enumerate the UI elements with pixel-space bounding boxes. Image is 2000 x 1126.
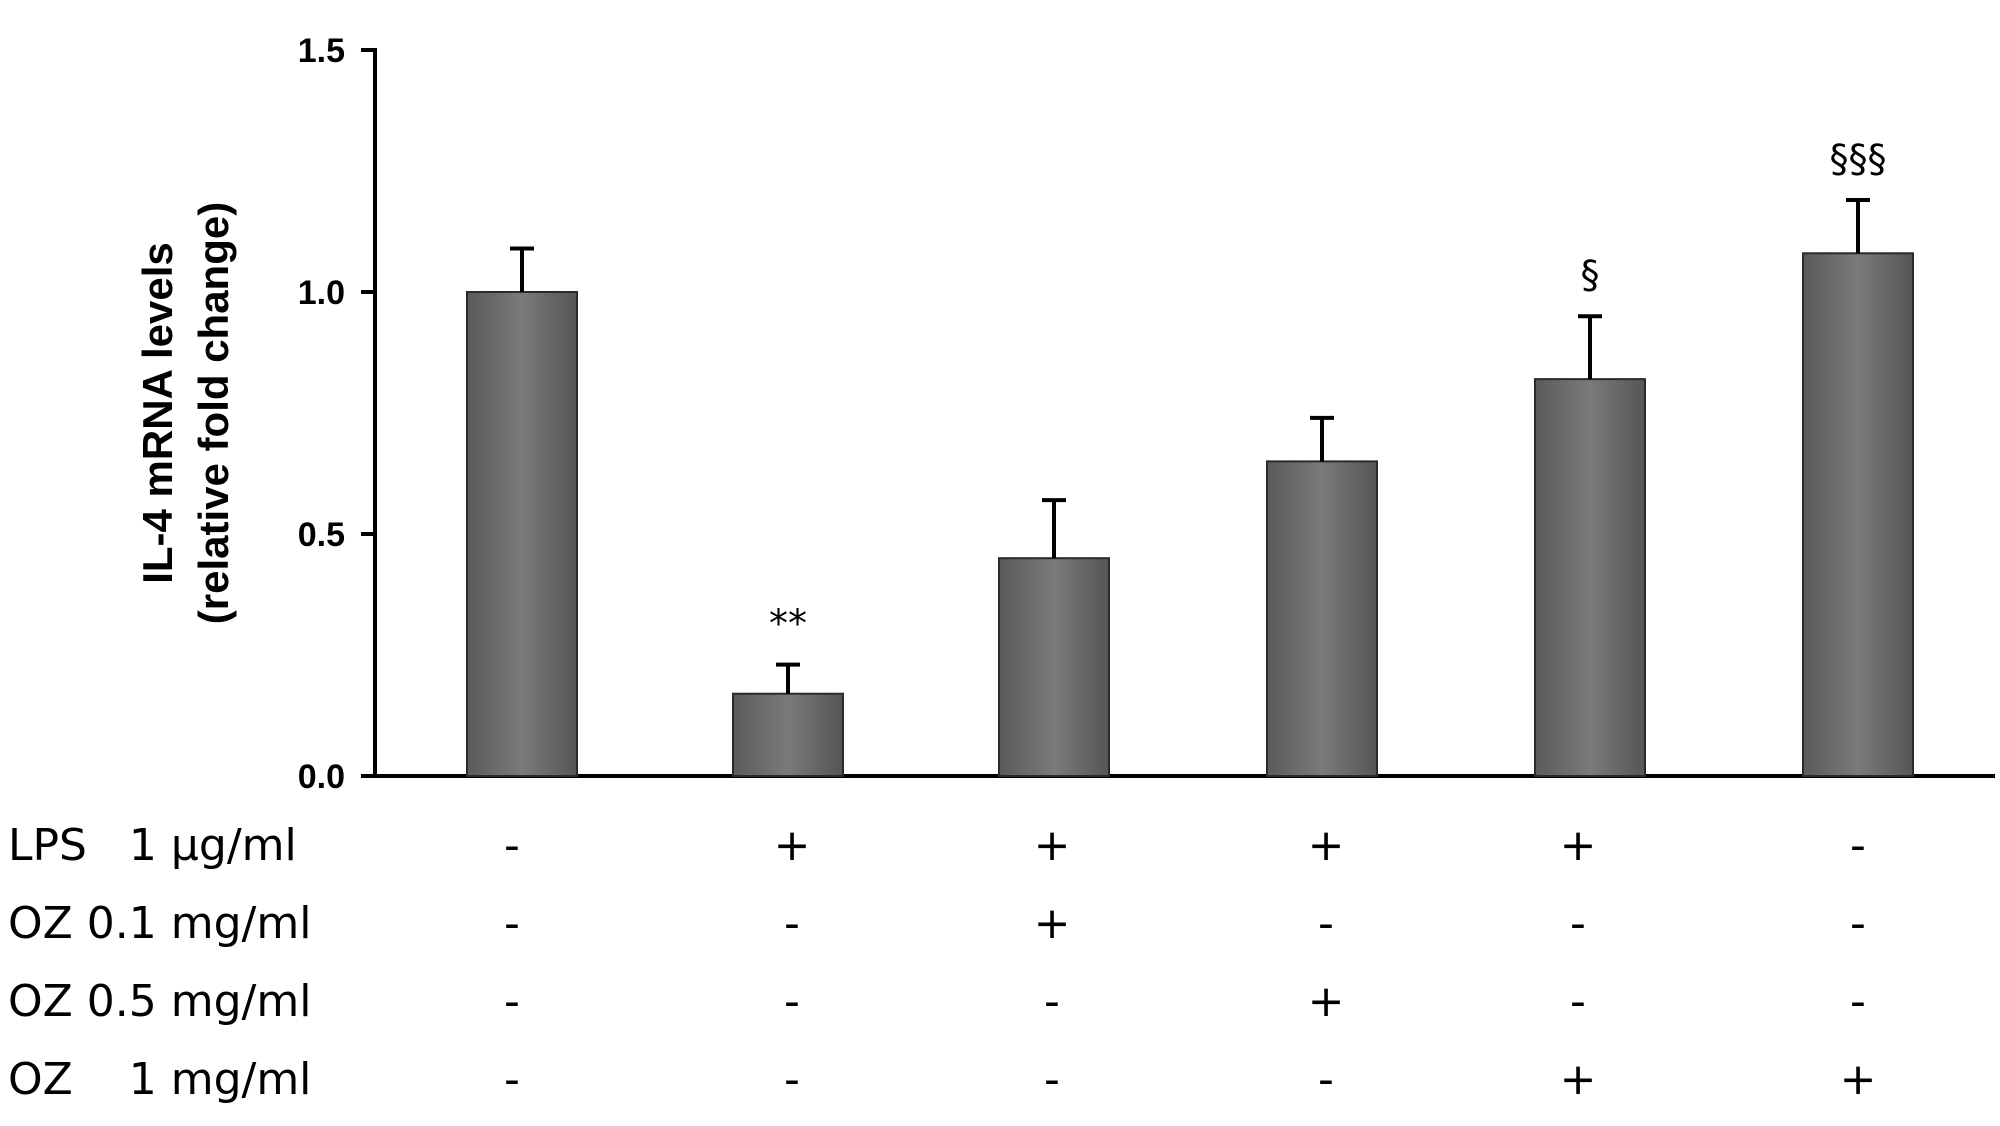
treatment-mark: + <box>1560 1054 1597 1105</box>
bar <box>1266 460 1378 777</box>
treatment-mark: - <box>1850 820 1866 871</box>
treatment-mark: - <box>1318 1054 1334 1105</box>
treatment-mark: + <box>1840 1054 1877 1105</box>
treatment-mark: - <box>1044 1054 1060 1105</box>
treatment-mark: + <box>774 820 811 871</box>
treatment-mark: - <box>1318 898 1334 949</box>
y-axis: 0.0 0.5 1.0 1.5 <box>298 32 1995 796</box>
significance-annotation: § <box>1581 253 1600 297</box>
y-axis-label-sub: (relative fold change) <box>190 202 237 624</box>
bar <box>998 557 1110 778</box>
treatment-mark: - <box>504 976 520 1027</box>
treatment-mark: - <box>784 976 800 1027</box>
bar <box>466 291 578 777</box>
treatment-mark: - <box>504 820 520 871</box>
treatment-table: LPS 1 µg/ml - + + + + - OZ 0.1 mg/ml - - + - - - OZ 0.… <box>8 820 1876 1105</box>
treatment-mark: - <box>504 898 520 949</box>
treatment-mark: - <box>504 1054 520 1105</box>
treatment-row-label: OZ 1 mg/ml <box>8 1054 311 1105</box>
treatment-mark: + <box>1034 898 1071 949</box>
treatment-mark: - <box>1044 976 1060 1027</box>
treatment-mark: + <box>1560 820 1597 871</box>
treatment-mark: - <box>784 1054 800 1105</box>
y-tick-label: 0.0 <box>298 758 345 796</box>
y-tick-label: 0.5 <box>298 516 345 554</box>
treatment-row-label: OZ 0.5 mg/ml <box>8 976 311 1027</box>
treatment-row-label: LPS 1 µg/ml <box>8 820 297 871</box>
bars: **§§§§ <box>466 137 1914 778</box>
treatment-mark: + <box>1308 820 1345 871</box>
treatment-mark: - <box>1570 898 1586 949</box>
significance-annotation: ** <box>769 602 807 646</box>
treatment-row-label: OZ 0.1 mg/ml <box>8 898 311 949</box>
treatment-mark: - <box>1570 976 1586 1027</box>
treatment-mark: + <box>1308 976 1345 1027</box>
treatment-mark: - <box>1850 898 1866 949</box>
treatment-mark: - <box>1850 976 1866 1027</box>
treatment-mark: - <box>784 898 800 949</box>
bar <box>1534 378 1646 777</box>
y-axis-label: IL-4 mRNA levels <box>134 242 181 584</box>
bar <box>1802 252 1914 777</box>
treatment-mark: + <box>1034 820 1071 871</box>
significance-annotation: §§§ <box>1830 137 1887 181</box>
bar <box>732 692 844 777</box>
y-tick-label: 1.0 <box>298 274 345 312</box>
y-tick-label: 1.5 <box>298 32 345 70</box>
